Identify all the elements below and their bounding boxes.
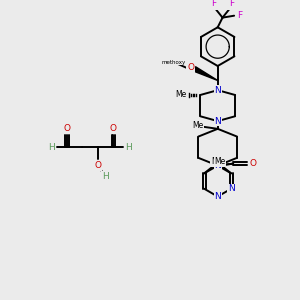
Text: N: N: [214, 117, 221, 126]
Text: O: O: [249, 159, 256, 168]
Text: H: H: [125, 143, 132, 152]
Text: O: O: [63, 124, 70, 133]
Text: N: N: [214, 192, 221, 201]
Text: F: F: [211, 0, 216, 8]
Text: F: F: [229, 0, 234, 8]
Text: N: N: [228, 184, 235, 193]
Polygon shape: [194, 67, 218, 80]
Text: N: N: [214, 86, 221, 95]
Text: Me: Me: [192, 122, 203, 130]
Text: O: O: [94, 161, 101, 170]
Text: H: H: [102, 172, 109, 181]
Text: Me: Me: [214, 157, 225, 166]
Text: O: O: [187, 63, 194, 72]
Text: O: O: [110, 124, 117, 133]
Text: N: N: [214, 161, 221, 170]
Text: methoxy: methoxy: [161, 60, 185, 64]
Text: F: F: [237, 11, 242, 20]
Text: H: H: [48, 143, 55, 152]
Text: Me: Me: [175, 89, 187, 98]
Text: N: N: [214, 86, 221, 95]
Text: Me: Me: [211, 157, 222, 166]
